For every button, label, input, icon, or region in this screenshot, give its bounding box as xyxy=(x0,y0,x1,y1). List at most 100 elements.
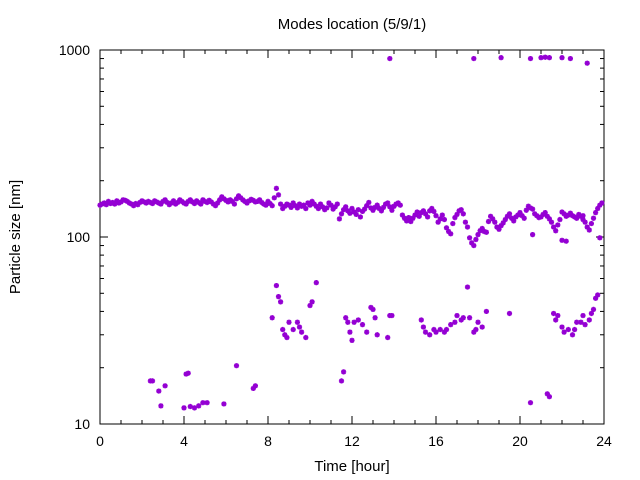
data-point xyxy=(588,310,594,317)
data-point xyxy=(565,326,571,333)
data-point xyxy=(204,400,210,406)
data-point xyxy=(559,237,565,243)
data-point xyxy=(590,306,597,313)
data-point xyxy=(303,205,309,212)
data-point xyxy=(551,224,557,230)
data-point xyxy=(412,212,418,218)
data-point xyxy=(500,220,506,226)
data-point xyxy=(301,202,307,208)
data-point xyxy=(561,211,567,217)
data-point xyxy=(355,207,361,213)
data-point xyxy=(462,219,468,225)
data-point xyxy=(196,403,202,409)
data-point xyxy=(357,214,363,220)
data-point xyxy=(269,315,275,321)
data-point xyxy=(473,236,479,243)
data-point xyxy=(475,319,481,325)
data-point xyxy=(149,378,156,384)
data-point xyxy=(458,317,464,323)
data-point xyxy=(574,215,580,221)
data-point xyxy=(183,371,189,377)
data-point xyxy=(399,212,405,218)
x-tick-label: 24 xyxy=(596,433,612,449)
data-point xyxy=(435,219,441,225)
data-point xyxy=(328,202,334,208)
data-point xyxy=(538,214,544,220)
data-point xyxy=(217,197,223,203)
y-tick-label: 1000 xyxy=(59,42,90,58)
data-point xyxy=(359,208,366,215)
data-point xyxy=(565,212,571,218)
data-point xyxy=(351,209,357,215)
data-point xyxy=(433,329,439,335)
x-axis-label: Time [hour] xyxy=(314,458,389,475)
data-point xyxy=(162,197,168,203)
data-point xyxy=(467,315,473,321)
data-point xyxy=(395,200,401,206)
data-point xyxy=(280,326,286,333)
data-point xyxy=(286,319,292,325)
data-point xyxy=(446,228,452,235)
data-point xyxy=(504,213,510,219)
data-point xyxy=(338,211,345,217)
data-point xyxy=(296,201,303,207)
data-point xyxy=(544,213,550,219)
data-point xyxy=(204,199,210,206)
data-point xyxy=(422,211,429,217)
data-point xyxy=(263,202,269,208)
data-point xyxy=(397,202,403,208)
data-point xyxy=(273,282,279,289)
data-point xyxy=(569,332,576,338)
data-point xyxy=(349,205,355,212)
data-point xyxy=(372,315,378,321)
data-point xyxy=(275,294,282,300)
data-point xyxy=(450,220,456,227)
data-point xyxy=(303,334,309,341)
data-point xyxy=(420,208,426,214)
data-point xyxy=(454,211,460,218)
data-point xyxy=(551,310,557,317)
data-point xyxy=(250,385,256,392)
data-point xyxy=(506,310,513,317)
data-point xyxy=(269,203,275,209)
data-point xyxy=(471,329,477,335)
data-point xyxy=(553,317,559,323)
data-point xyxy=(584,224,590,230)
data-point xyxy=(582,219,588,225)
data-point xyxy=(156,388,162,394)
data-point xyxy=(244,200,250,206)
data-point xyxy=(158,403,164,409)
data-point xyxy=(433,213,439,219)
plot-frame xyxy=(99,49,605,425)
data-point xyxy=(467,235,473,241)
data-point xyxy=(378,208,384,214)
data-point xyxy=(313,280,319,286)
data-point xyxy=(307,302,313,309)
data-point xyxy=(559,209,565,215)
data-point xyxy=(135,202,141,208)
data-point xyxy=(219,194,225,200)
data-point xyxy=(408,218,414,225)
data-point xyxy=(527,55,534,62)
data-point xyxy=(149,200,156,207)
data-point xyxy=(364,203,370,209)
data-point xyxy=(320,204,326,210)
data-point xyxy=(338,378,345,384)
data-point xyxy=(305,200,311,206)
data-point xyxy=(418,317,424,323)
data-point xyxy=(376,205,382,212)
data-point xyxy=(483,229,489,235)
data-point xyxy=(280,205,286,212)
data-point xyxy=(523,207,529,213)
data-point xyxy=(296,324,303,330)
data-point xyxy=(336,216,342,222)
data-point xyxy=(559,55,565,61)
data-point xyxy=(477,228,483,234)
data-point xyxy=(471,242,477,249)
data-point xyxy=(265,198,271,205)
data-point xyxy=(294,205,300,211)
data-point xyxy=(443,326,450,333)
data-point xyxy=(590,215,597,221)
data-point xyxy=(513,214,519,220)
